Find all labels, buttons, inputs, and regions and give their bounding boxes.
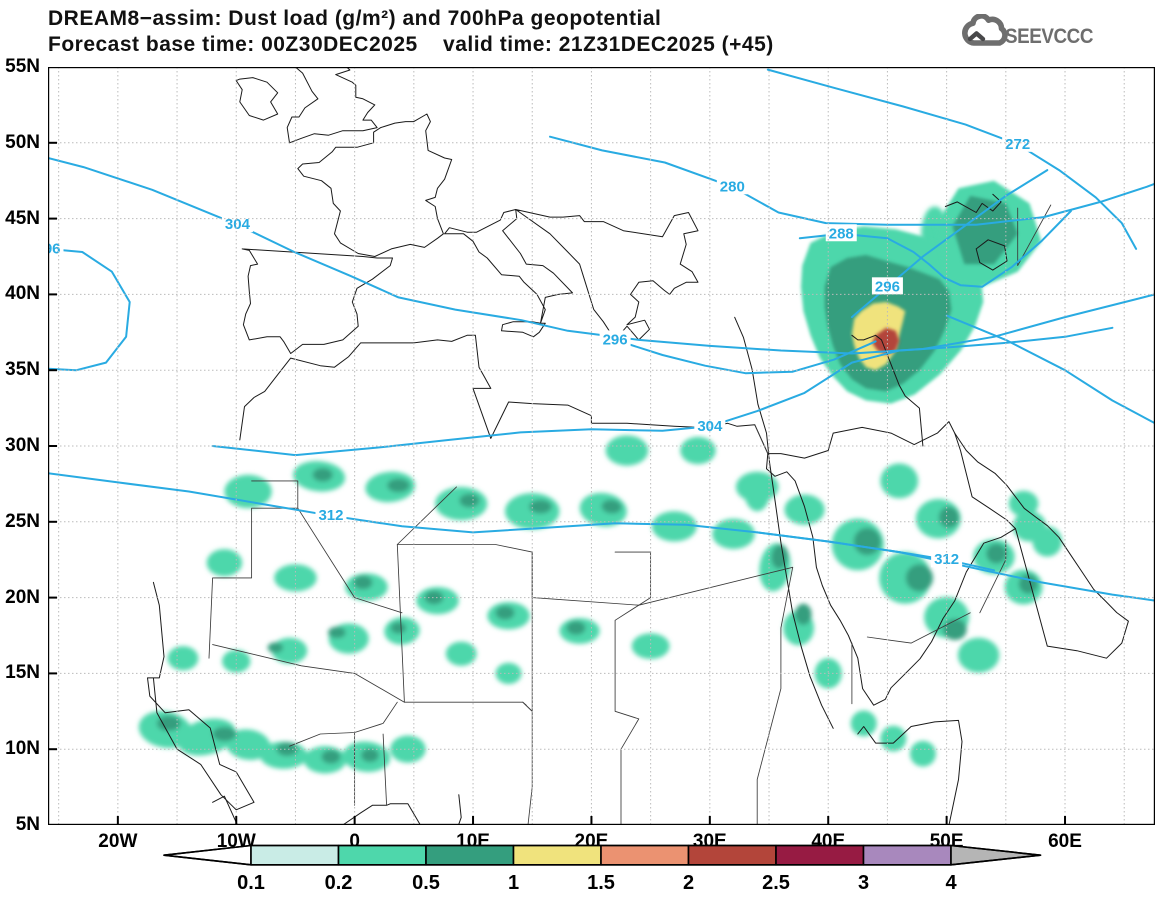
svg-text:2: 2 — [683, 872, 694, 894]
svg-text:0.2: 0.2 — [325, 872, 353, 894]
svg-text:1.5: 1.5 — [587, 872, 615, 894]
svg-text:0.5: 0.5 — [412, 872, 440, 894]
svg-text:SEEVCCC: SEEVCCC — [1005, 25, 1093, 48]
svg-text:1: 1 — [508, 872, 519, 894]
svg-text:2.5: 2.5 — [762, 872, 790, 894]
svg-text:0.1: 0.1 — [237, 872, 265, 894]
svg-text:3: 3 — [858, 872, 869, 894]
svg-text:4: 4 — [945, 872, 957, 894]
